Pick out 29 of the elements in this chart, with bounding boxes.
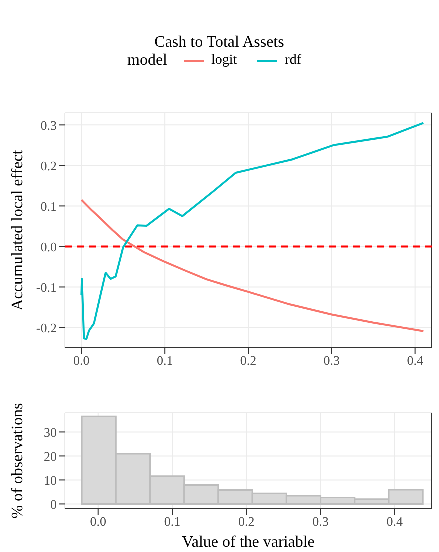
y-tick-label: 0.2 [40,158,57,174]
x-tick-label: 0.2 [240,353,257,368]
x-axis-title: Value of the variable [182,534,315,551]
y-tick-label: 10 [44,472,57,488]
legend-label: logit [212,53,238,69]
x-tick-label: 0.4 [407,353,424,368]
y-tick-label: 0.0 [40,239,57,254]
x-tick-label: 0.4 [386,514,404,530]
y-tick-label: 20 [44,448,57,464]
line-series [80,122,425,340]
x-tick-label: 0.1 [164,514,181,530]
legend-title: model [128,52,168,70]
x-tick-label: 0.3 [324,353,340,368]
y-tick-label: 30 [44,424,57,440]
x-tick-label: 0.1 [156,353,174,368]
x-tick-label: 0.0 [74,353,90,368]
line-series [80,199,425,332]
x-tick-label: 0.0 [90,514,106,530]
y-axis-title: % of observations [10,403,27,519]
y-tick-label: 0.3 [40,118,57,133]
x-tick-label: 0.3 [312,514,329,530]
y-tick-label: 0.1 [40,198,57,214]
y-tick-label: 0 [50,496,57,512]
y-tick-label: -0.1 [36,280,57,295]
y-axis-title: Accumulated local effect [10,150,27,311]
x-tick-label: 0.2 [238,514,255,530]
y-tick-label: -0.2 [36,320,57,336]
legend-label: rdf [285,53,302,69]
chart-title: Cash to Total Assets [154,34,286,52]
